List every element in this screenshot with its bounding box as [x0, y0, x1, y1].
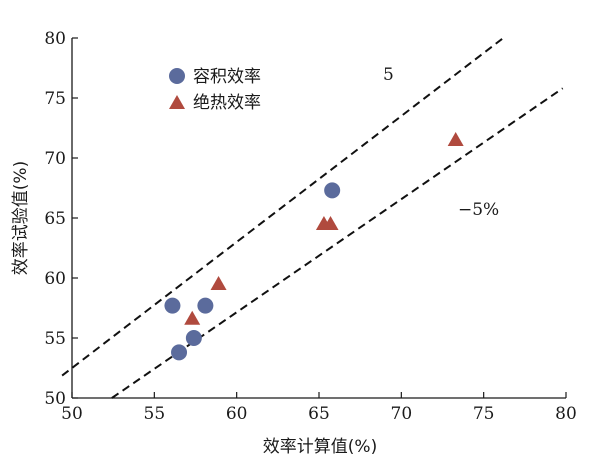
lower-bound-line [111, 87, 564, 399]
adiabatic-efficiency-point [210, 276, 227, 290]
y-tick-label: 55 [44, 329, 66, 349]
x-tick-label: 80 [555, 404, 577, 424]
x-axis-title: 效率计算值(%) [263, 437, 377, 457]
volumetric-efficiency-point [185, 330, 202, 346]
y-tick-label: 80 [44, 29, 66, 49]
y-axis-title: 效率试验值(%) [11, 161, 31, 275]
upper-bound-line [61, 37, 504, 377]
legend: 容积效率 绝热效率 [169, 67, 261, 113]
reference-lines [61, 37, 564, 399]
ref-line-label-upper: 5 [383, 65, 394, 85]
y-tick-label: 60 [44, 269, 66, 289]
y-tick-label: 75 [44, 89, 66, 109]
x-tick-label: 55 [144, 404, 166, 424]
x-tick-label: 75 [473, 404, 495, 424]
x-tick-label: 70 [391, 404, 413, 424]
adiabatic-efficiency-point [184, 310, 201, 325]
adiabatic-efficiency-point [447, 132, 464, 146]
y-tick-label: 65 [44, 209, 66, 229]
volumetric-efficiency-point [171, 344, 188, 361]
volumetric-efficiency-point [164, 297, 181, 314]
axis-ticks: 50 55 60 65 70 75 80 50 55 60 65 70 75 80 [44, 29, 576, 424]
x-tick-label: 60 [226, 404, 248, 424]
adiabatic-efficiency-point [322, 216, 339, 230]
legend-marker-volumetric [169, 68, 185, 84]
legend-label-adiabatic: 绝热效率 [193, 93, 261, 113]
y-tick-label: 50 [44, 389, 66, 409]
legend-label-volumetric: 容积效率 [193, 67, 261, 87]
legend-marker-adiabatic [169, 95, 185, 109]
volumetric-efficiency-point [197, 297, 214, 314]
volumetric-efficiency-point [324, 182, 341, 199]
y-tick-label: 70 [44, 149, 66, 169]
data-points [164, 132, 464, 361]
x-tick-label: 50 [61, 404, 83, 424]
ref-line-label-lower: −5% [458, 200, 499, 220]
x-tick-label: 65 [308, 404, 330, 424]
